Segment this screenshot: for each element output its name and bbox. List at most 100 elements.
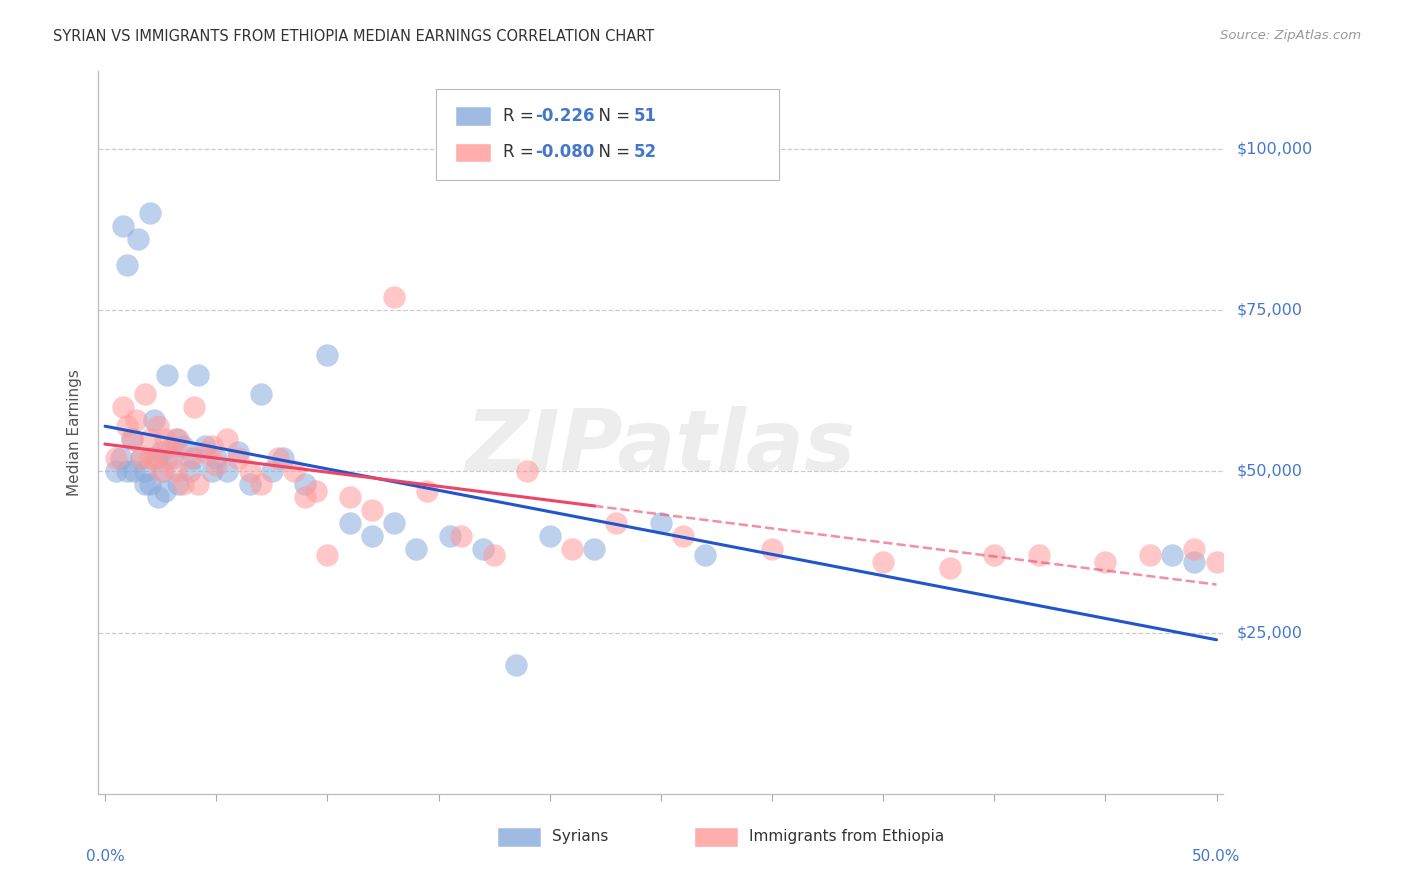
Point	[156, 368, 179, 382]
Point	[339, 516, 361, 530]
Point	[205, 458, 228, 472]
Bar	[456, 107, 489, 125]
Text: ZIPatlas: ZIPatlas	[465, 406, 856, 489]
Point	[105, 464, 128, 478]
Point	[267, 451, 290, 466]
Point	[148, 490, 170, 504]
Point	[160, 438, 183, 452]
Text: Immigrants from Ethiopia: Immigrants from Ethiopia	[748, 830, 943, 845]
Text: $50,000: $50,000	[1237, 464, 1303, 479]
Point	[561, 541, 583, 556]
Bar	[498, 828, 540, 846]
Text: 0.0%: 0.0%	[86, 848, 125, 863]
Point	[179, 464, 201, 478]
Bar	[456, 144, 489, 161]
Point	[239, 464, 262, 478]
Point	[149, 445, 172, 459]
Point	[1094, 555, 1116, 569]
Point	[179, 451, 201, 466]
Point	[105, 451, 128, 466]
Text: R =: R =	[503, 107, 540, 125]
Point	[129, 451, 152, 466]
Point	[360, 529, 382, 543]
Point	[110, 451, 132, 466]
Point	[187, 477, 209, 491]
Point	[153, 483, 176, 498]
Point	[217, 464, 239, 478]
Point	[111, 400, 134, 414]
Point	[305, 483, 328, 498]
Point	[138, 451, 160, 466]
Point	[138, 206, 160, 220]
Point	[316, 548, 339, 562]
Point	[134, 464, 156, 478]
Text: SYRIAN VS IMMIGRANTS FROM ETHIOPIA MEDIAN EARNINGS CORRELATION CHART: SYRIAN VS IMMIGRANTS FROM ETHIOPIA MEDIA…	[53, 29, 655, 44]
Point	[217, 432, 239, 446]
Point	[111, 219, 134, 234]
Point	[605, 516, 627, 530]
Point	[239, 477, 262, 491]
Point	[194, 445, 217, 459]
Point	[165, 464, 187, 478]
Point	[125, 413, 148, 427]
Point	[1205, 555, 1227, 569]
Text: 52: 52	[634, 144, 657, 161]
Point	[271, 451, 294, 466]
Point	[152, 464, 174, 478]
Point	[201, 464, 224, 478]
Text: N =: N =	[588, 144, 636, 161]
Point	[134, 477, 156, 491]
Point	[294, 490, 316, 504]
Point	[1161, 548, 1184, 562]
Point	[149, 464, 172, 478]
Point	[121, 432, 143, 446]
Point	[134, 387, 156, 401]
Point	[1182, 541, 1205, 556]
Point	[183, 400, 205, 414]
Point	[761, 541, 783, 556]
Point	[167, 432, 190, 446]
Point	[339, 490, 361, 504]
Point	[1139, 548, 1161, 562]
Point	[405, 541, 427, 556]
Point	[283, 464, 305, 478]
Point	[156, 451, 179, 466]
Point	[165, 432, 187, 446]
Point	[482, 548, 505, 562]
Point	[117, 464, 139, 478]
FancyBboxPatch shape	[436, 89, 779, 180]
Point	[138, 477, 160, 491]
Point	[650, 516, 672, 530]
Point	[439, 529, 461, 543]
Point	[167, 477, 190, 491]
Point	[382, 290, 405, 304]
Y-axis label: Median Earnings: Median Earnings	[67, 369, 83, 496]
Point	[129, 451, 152, 466]
Point	[117, 419, 139, 434]
Point	[143, 413, 166, 427]
Point	[538, 529, 561, 543]
Point	[360, 503, 382, 517]
Text: Source: ZipAtlas.com: Source: ZipAtlas.com	[1220, 29, 1361, 42]
Point	[187, 368, 209, 382]
Point	[505, 657, 527, 672]
Point	[228, 445, 250, 459]
Point	[695, 548, 717, 562]
Text: $25,000: $25,000	[1237, 625, 1303, 640]
Text: R =: R =	[503, 144, 540, 161]
Point	[172, 477, 194, 491]
Point	[249, 387, 271, 401]
Point	[117, 258, 139, 272]
Point	[416, 483, 439, 498]
Point	[121, 432, 143, 446]
Text: 50.0%: 50.0%	[1192, 848, 1240, 863]
Point	[194, 438, 217, 452]
Text: $75,000: $75,000	[1237, 302, 1303, 318]
Point	[228, 451, 250, 466]
Point	[1182, 555, 1205, 569]
Point	[382, 516, 405, 530]
Text: -0.080: -0.080	[534, 144, 595, 161]
Point	[672, 529, 695, 543]
Text: -0.226: -0.226	[534, 107, 595, 125]
Point	[148, 419, 170, 434]
